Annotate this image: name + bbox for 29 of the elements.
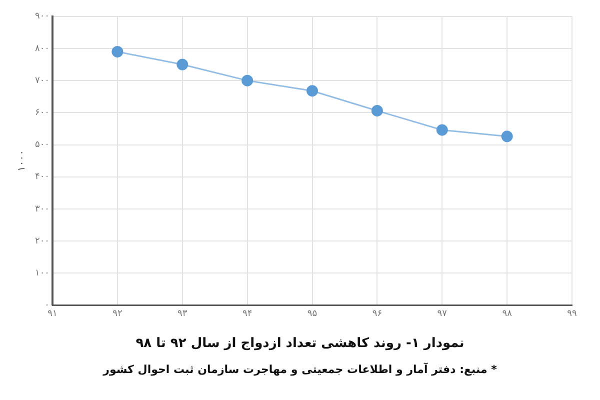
- y-tick-label: ۹۰۰: [34, 12, 50, 22]
- text: نمودار ۱- روند کاهشی تعداد ازدواج از سال ۹۲ تا ۹۸: [134, 336, 466, 351]
- point: [306, 85, 318, 97]
- x-tick-label: ۹۱: [48, 308, 58, 319]
- point: [176, 58, 188, 70]
- y-tick-label: ۴۰۰: [34, 172, 50, 182]
- y-tick-label: ۲۰۰: [34, 236, 50, 246]
- x-tick-label: ۹۳: [178, 308, 188, 319]
- y-tick-label: ۶۰۰: [34, 108, 50, 118]
- y-tick-label: ۰: [44, 300, 50, 311]
- x-tick-label: ۹۵: [307, 308, 318, 319]
- x-tick-label: ۹۷: [437, 308, 448, 319]
- y-tick-label: ۳۰۰: [34, 204, 50, 214]
- y-tick-label: ۷۰۰: [34, 76, 50, 86]
- point: [501, 130, 513, 142]
- y-axis-title: ۱۰۰۰: [16, 150, 28, 172]
- x-tick-label: ۹۶: [372, 308, 382, 319]
- x-tick-label: ۹۴: [242, 308, 252, 319]
- point: [371, 104, 383, 116]
- y-tick-label: ۵۰۰: [34, 140, 50, 150]
- x-tick-label: ۹۹: [567, 308, 577, 319]
- text: * منبع: دفتر آمار و اطلاعات جمعیتی و مهاجرت سازمان ثبت احوال کشور: [102, 363, 498, 376]
- y-tick-label: ۱۰۰: [34, 268, 50, 278]
- point: [436, 124, 448, 136]
- point: [112, 46, 124, 58]
- point: [242, 74, 254, 86]
- x-tick-label: ۹۸: [502, 308, 512, 319]
- y-tick-label: ۸۰۰: [34, 44, 50, 54]
- x-tick-label: ۹۲: [112, 308, 122, 319]
